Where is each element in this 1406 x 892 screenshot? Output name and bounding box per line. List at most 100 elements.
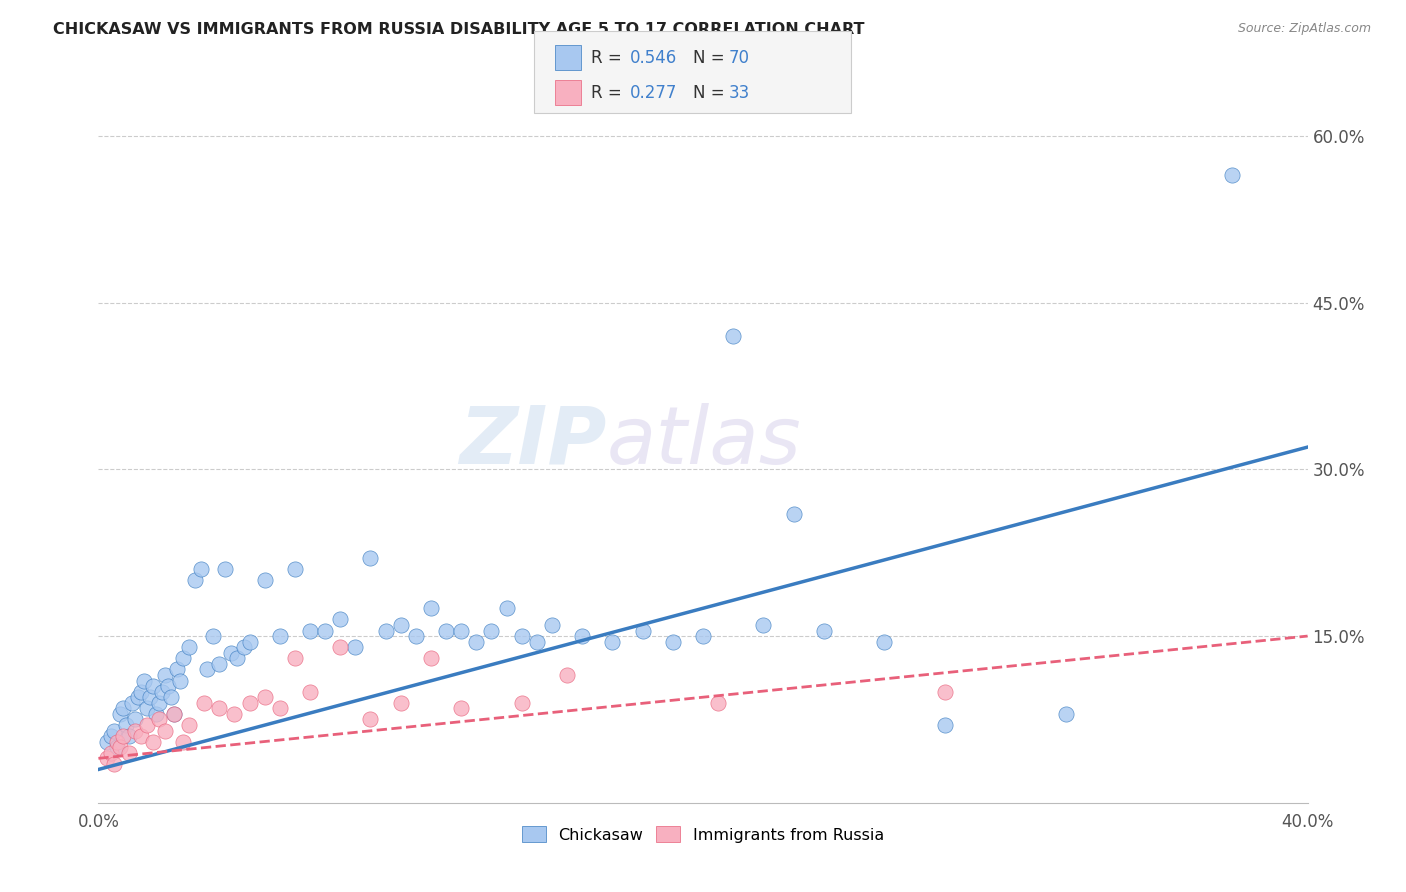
Text: R =: R = (591, 84, 627, 102)
Point (148, 696, 170, 710)
Point (135, 701, 157, 715)
Point (571, 629, 593, 643)
Point (934, 718, 956, 732)
Point (169, 673, 191, 688)
Point (873, 634, 896, 648)
Point (329, 640, 352, 655)
Point (239, 634, 262, 648)
Point (723, 329, 745, 343)
Point (179, 718, 201, 732)
Point (184, 574, 207, 588)
Point (329, 612, 352, 626)
Point (465, 634, 488, 648)
Point (129, 684, 152, 698)
Point (142, 734, 165, 748)
Point (214, 562, 236, 576)
Point (314, 624, 336, 638)
Point (193, 696, 215, 710)
Point (108, 740, 131, 755)
Point (405, 629, 427, 643)
Point (224, 706, 246, 721)
Point (253, 690, 276, 705)
Text: atlas: atlas (606, 402, 801, 481)
Point (135, 718, 157, 732)
Point (226, 651, 249, 665)
Point (139, 690, 162, 705)
Point (510, 629, 533, 643)
Point (555, 668, 578, 682)
Point (434, 624, 457, 638)
Point (221, 646, 243, 660)
Point (284, 651, 307, 665)
Point (420, 601, 443, 615)
Point (450, 624, 472, 638)
Point (526, 634, 548, 648)
Point (190, 562, 212, 576)
Point (100, 746, 122, 760)
Point (481, 624, 503, 638)
Point (783, 507, 806, 521)
Text: R =: R = (591, 49, 627, 67)
Text: N =: N = (693, 84, 730, 102)
Point (121, 696, 143, 710)
Point (692, 629, 714, 643)
Point (360, 551, 382, 566)
Point (208, 701, 231, 715)
Point (153, 723, 176, 738)
Point (934, 684, 956, 698)
Point (344, 640, 367, 655)
Point (602, 634, 624, 648)
Point (179, 640, 201, 655)
Point (96, 734, 118, 748)
Point (510, 696, 533, 710)
Point (148, 713, 170, 727)
Point (111, 701, 134, 715)
Point (163, 706, 186, 721)
Text: 33: 33 (728, 84, 749, 102)
Point (127, 690, 149, 705)
Point (1220, 168, 1243, 182)
Point (150, 684, 173, 698)
Point (239, 696, 262, 710)
Point (752, 618, 775, 632)
Point (118, 729, 141, 743)
Point (160, 690, 183, 705)
Text: ZIP: ZIP (458, 402, 606, 481)
Point (166, 662, 188, 676)
Point (540, 618, 562, 632)
Point (172, 651, 194, 665)
Point (156, 679, 179, 693)
Point (374, 624, 396, 638)
Point (124, 713, 146, 727)
Point (96, 751, 118, 765)
Point (202, 629, 225, 643)
Point (111, 729, 134, 743)
Point (284, 562, 307, 576)
Point (208, 657, 231, 671)
Legend: Chickasaw, Immigrants from Russia: Chickasaw, Immigrants from Russia (516, 820, 890, 849)
Point (132, 673, 155, 688)
Point (360, 713, 382, 727)
Point (108, 706, 131, 721)
Point (232, 640, 254, 655)
Text: 0.546: 0.546 (630, 49, 678, 67)
Point (114, 718, 136, 732)
Point (142, 679, 165, 693)
Point (195, 662, 218, 676)
Text: N =: N = (693, 49, 730, 67)
Point (124, 723, 146, 738)
Point (253, 574, 276, 588)
Point (389, 618, 412, 632)
Point (495, 601, 517, 615)
Point (163, 706, 186, 721)
Text: CHICKASAW VS IMMIGRANTS FROM RUSSIA DISABILITY AGE 5 TO 17 CORRELATION CHART: CHICKASAW VS IMMIGRANTS FROM RUSSIA DISA… (53, 22, 865, 37)
Point (420, 651, 443, 665)
Point (105, 734, 128, 748)
Point (661, 634, 683, 648)
Text: 0.277: 0.277 (630, 84, 678, 102)
Point (813, 624, 835, 638)
Point (153, 668, 176, 682)
Text: 70: 70 (728, 49, 749, 67)
Point (1054, 706, 1077, 721)
Point (631, 624, 654, 638)
